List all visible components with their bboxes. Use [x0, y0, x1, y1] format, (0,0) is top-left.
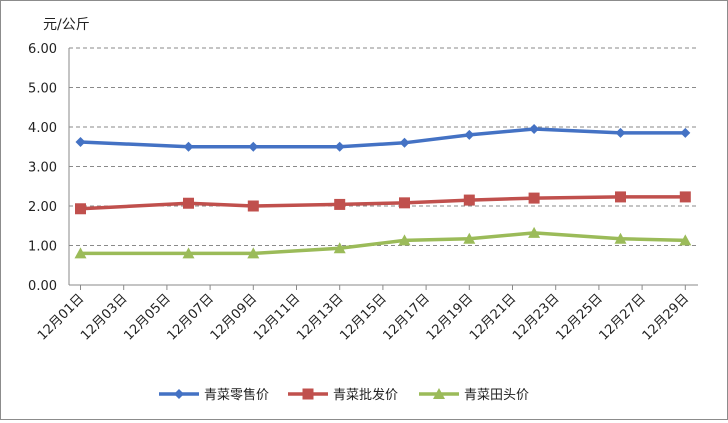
series-group	[74, 123, 692, 259]
axes: 0.001.002.003.004.005.006.00元/公斤12月01日12…	[28, 17, 698, 344]
data-point-series-3	[247, 247, 260, 259]
y-tick-label: 2.00	[28, 200, 57, 215]
data-point-series-2	[463, 194, 475, 206]
data-point-series-2	[334, 198, 346, 210]
x-tick-label: 12月07日	[165, 291, 217, 343]
data-point-series-2	[615, 191, 626, 203]
legend-swatch-marker	[302, 388, 314, 400]
x-tick-label: 12月09日	[208, 291, 260, 343]
data-point-series-1	[464, 129, 475, 140]
x-tick-label: 12月25日	[553, 291, 605, 343]
x-tick-label: 12月13日	[294, 291, 346, 343]
x-tick-label: 12月29日	[640, 291, 692, 343]
y-tick-label: 4.00	[28, 121, 57, 136]
y-tick-label: 6.00	[28, 42, 57, 57]
data-point-series-1	[399, 137, 410, 148]
data-point-series-1	[334, 141, 345, 152]
y-tick-label: 0.00	[28, 279, 57, 294]
series-line-3	[80, 231, 686, 256]
x-tick-label: 12月17日	[381, 291, 433, 343]
x-tick-label: 12月01日	[35, 291, 87, 343]
y-tick-label: 5.00	[28, 82, 57, 97]
data-point-series-3	[463, 232, 476, 244]
y-axis-label: 元/公斤	[43, 17, 90, 33]
x-tick-label: 12月05日	[121, 291, 173, 343]
legend-swatch-marker	[174, 389, 184, 399]
legend-label: 青菜田头价	[464, 388, 529, 403]
data-point-series-3	[182, 247, 195, 259]
data-point-series-1	[529, 123, 540, 134]
x-tick-label: 12月23日	[510, 291, 562, 343]
data-point-series-1	[248, 141, 259, 152]
data-point-series-3	[528, 226, 541, 238]
x-tick-label: 12月21日	[467, 291, 519, 343]
series-line-2	[80, 195, 686, 211]
data-point-series-1	[75, 137, 86, 148]
legend: 青菜零售价 青菜批发价 青菜田头价	[159, 387, 529, 403]
data-point-series-3	[74, 247, 87, 259]
legend-swatch-marker	[433, 388, 445, 399]
legend-label: 青菜批发价	[333, 387, 398, 403]
x-tick-label: 12月19日	[424, 291, 476, 343]
x-tick-label: 12月11日	[251, 291, 303, 343]
data-point-series-3	[614, 232, 627, 244]
data-point-series-1	[183, 141, 194, 152]
x-tick-label: 12月27日	[597, 291, 649, 343]
x-tick-label: 12月15日	[337, 291, 389, 343]
data-point-series-2	[75, 203, 86, 215]
y-tick-label: 3.00	[28, 161, 57, 176]
data-point-series-3	[398, 234, 411, 246]
y-tick-label: 1.00	[28, 240, 57, 255]
x-tick-label: 12月03日	[78, 291, 130, 343]
data-point-series-1	[615, 127, 626, 138]
data-point-series-1	[680, 127, 691, 138]
data-point-series-3	[679, 234, 692, 246]
data-point-series-2	[247, 200, 259, 212]
data-point-series-2	[679, 191, 691, 203]
series-line-1	[80, 127, 686, 149]
data-point-series-2	[528, 192, 540, 204]
legend-label: 青菜零售价	[204, 387, 269, 403]
data-point-series-3	[333, 242, 346, 254]
data-point-series-2	[183, 197, 194, 209]
data-point-series-2	[399, 197, 410, 209]
